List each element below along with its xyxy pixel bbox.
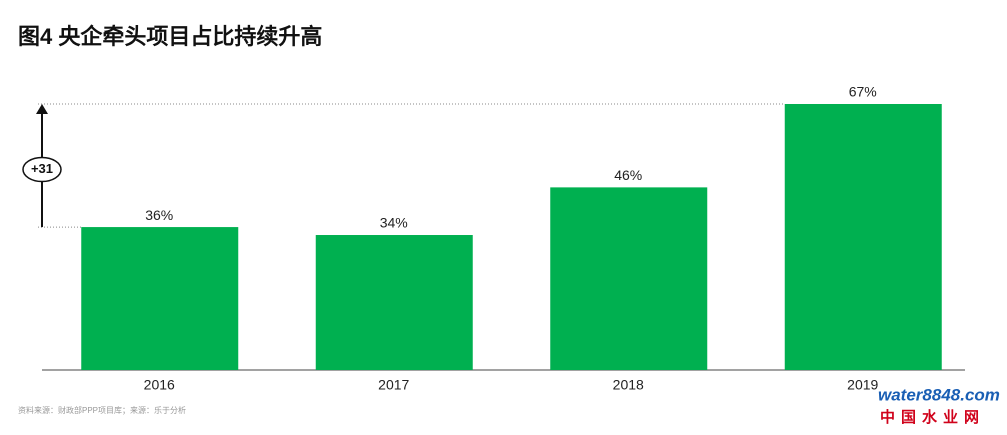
annotation-badge xyxy=(22,156,62,183)
annotation-label: +31 xyxy=(31,161,53,176)
data-label: 46% xyxy=(614,167,642,183)
chart-title: 图4 央企牵头项目占比持续升高 xyxy=(18,24,322,49)
bar xyxy=(81,227,239,370)
watermark-site: water8848.com xyxy=(878,385,1000,404)
bar xyxy=(315,235,473,370)
bar xyxy=(784,104,942,370)
source-note: 资料来源：财政部PPP项目库；来源：乐于分析 xyxy=(18,405,186,415)
arrow-head xyxy=(36,104,48,114)
x-tick-label: 2017 xyxy=(378,377,409,393)
bar xyxy=(550,187,708,370)
watermark-name: 中国水业网 xyxy=(880,408,985,426)
x-tick-label: 2019 xyxy=(847,377,878,393)
data-label: 34% xyxy=(380,215,408,231)
x-tick-label: 2018 xyxy=(613,377,644,393)
data-label: 36% xyxy=(145,207,173,223)
data-label: 67% xyxy=(849,84,877,100)
x-tick-label: 2016 xyxy=(144,377,175,393)
